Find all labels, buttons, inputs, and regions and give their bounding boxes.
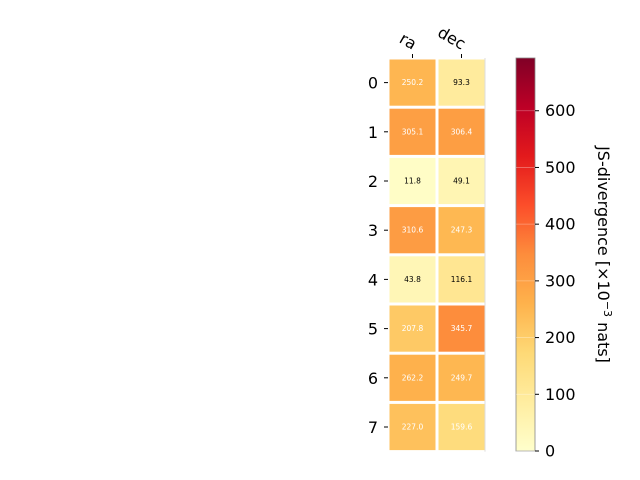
heatmap-cell — [389, 403, 436, 451]
row-label: 2 — [368, 172, 378, 191]
heatmap-cell — [438, 108, 485, 155]
cell-value-label: 207.8 — [402, 324, 424, 333]
column-label: ra — [396, 29, 420, 54]
cell-value-label: 43.8 — [404, 275, 421, 284]
cell-value-label: 306.4 — [451, 127, 473, 136]
cell-value-label: 310.6 — [402, 226, 424, 235]
row-label: 1 — [368, 123, 378, 142]
cell-value-label: 247.3 — [451, 226, 473, 235]
colorbar-tick-label: 400 — [545, 215, 576, 234]
row-label: 0 — [368, 74, 378, 93]
colorbar-tick-label: 0 — [545, 442, 555, 461]
heatmap-cell — [389, 108, 436, 155]
cell-value-label: 305.1 — [402, 127, 424, 136]
cell-value-label: 11.8 — [404, 177, 421, 186]
colorbar-tick-label: 200 — [545, 328, 576, 347]
colorbar-label: JS-divergence [×10−3 nats] — [594, 145, 614, 363]
cell-value-label: 249.7 — [451, 373, 473, 382]
heatmap-cell — [438, 256, 485, 303]
row-label: 5 — [368, 320, 378, 339]
colorbar-ticks: 0 100 200 300 400 500 600 — [516, 101, 576, 461]
column-labels: ra dec — [396, 23, 469, 58]
cell-value-label: 159.6 — [451, 423, 473, 432]
heatmap-cell — [438, 305, 485, 352]
heatmap-cell — [389, 59, 436, 106]
colorbar-tick-label: 300 — [545, 271, 576, 290]
cell-value-label: 49.1 — [453, 177, 470, 186]
row-label: 3 — [368, 221, 378, 240]
cell-value-label: 116.1 — [451, 275, 473, 284]
heatmap-cell — [438, 59, 485, 106]
heatmap-cell — [389, 207, 436, 254]
row-label: 4 — [368, 270, 378, 289]
heatmap-cell — [389, 157, 436, 205]
colorbar: 0 100 200 300 400 500 600 JS-divergence [×10−3… — [515, 57, 614, 461]
colorbar-label-suffix: nats] — [594, 317, 613, 363]
cell-value-label: 262.2 — [402, 373, 424, 382]
heatmap-cell — [389, 305, 436, 352]
heatmap-cell — [438, 354, 485, 401]
colorbar-tick-label: 600 — [545, 101, 576, 120]
column-label: dec — [435, 23, 469, 54]
colorbar-gradient — [515, 57, 536, 452]
row-labels: 0 1 2 3 4 5 6 7 — [368, 74, 388, 437]
colorbar-label-main: JS-divergence [×10 — [594, 145, 613, 301]
cell-value-label: 345.7 — [451, 324, 473, 333]
cell-value-label: 227.0 — [402, 423, 424, 432]
colorbar-tick-label: 100 — [545, 385, 576, 404]
cell-value-label: 250.2 — [402, 78, 424, 87]
cell-value-label: 93.3 — [453, 78, 470, 87]
row-label: 7 — [368, 418, 378, 437]
colorbar-tick-label: 500 — [545, 158, 576, 177]
heatmap-cell — [438, 403, 485, 451]
heatmap-cell — [389, 354, 436, 401]
row-label: 6 — [368, 369, 378, 388]
heatmap-cell — [389, 256, 436, 303]
heatmap-cell — [438, 207, 485, 254]
heatmap-cell — [438, 157, 485, 205]
heatmap-grid: 250.2 93.3 305.1 306.4 11.8 49.1 310.6 247.3 43.… — [389, 58, 486, 452]
colorbar-label-exponent: −3 — [601, 301, 614, 317]
